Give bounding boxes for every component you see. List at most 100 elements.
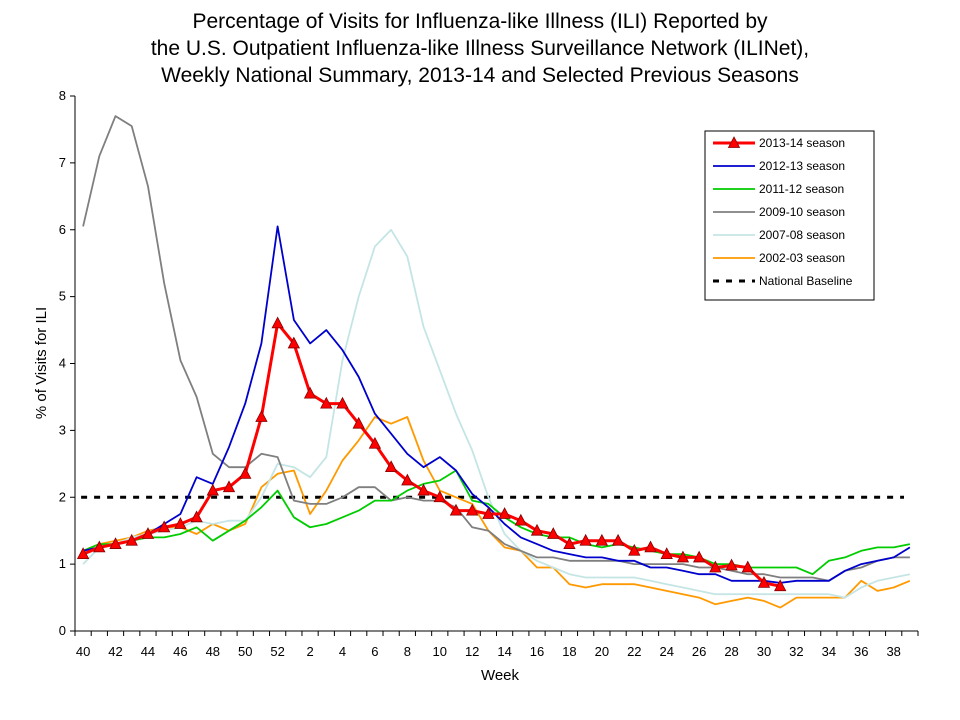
chart-title-line-3: Weekly National Summary, 2013-14 and Sel…: [161, 64, 799, 87]
series-point-2013-14-season: [563, 537, 576, 549]
series-point-2013-14-season: [433, 490, 446, 503]
series-point-2013-14-season: [514, 513, 527, 526]
x-tick-label: 52: [270, 644, 284, 659]
x-tick-label: 6: [371, 644, 378, 659]
series-point-2013-14-season: [466, 503, 479, 516]
x-tick-label: 16: [530, 644, 544, 659]
y-tick-label: 1: [59, 556, 66, 571]
x-tick-label: 40: [76, 644, 90, 659]
series-point-2013-14-season: [644, 540, 657, 553]
legend-label: 2013-14 season: [759, 136, 845, 150]
series-point-2013-14-season: [547, 527, 560, 539]
legend-label: 2011-12 season: [759, 182, 844, 196]
x-tick-label: 30: [757, 644, 771, 659]
series-point-2013-14-season: [125, 533, 138, 546]
x-axis-title: Week: [481, 667, 520, 684]
x-tick-label: 8: [404, 644, 411, 659]
series-point-2013-14-season: [141, 527, 155, 539]
series-point-2013-14-season: [76, 547, 90, 559]
legend-box: [704, 130, 875, 301]
series-point-2013-14-season: [676, 550, 690, 563]
x-tick-label: 10: [433, 644, 447, 659]
series-point-2013-14-season: [628, 543, 641, 556]
series-point-2013-14-season: [611, 533, 625, 546]
series-point-2013-14-season: [482, 507, 495, 519]
series-point-2013-14-season: [384, 460, 398, 473]
y-tick-label: 8: [59, 88, 66, 103]
series-point-2013-14-season: [255, 410, 268, 422]
legend-label: National Baseline: [759, 274, 853, 288]
series-layer: [76, 115, 911, 609]
chart-title-line-1: Percentage of Visits for Influenza-like …: [192, 10, 768, 33]
series-point-2013-14-season: [109, 537, 122, 549]
x-tick-label: 48: [206, 644, 220, 659]
chart-title-line-2: the U.S. Outpatient Influenza-like Illne…: [150, 37, 810, 60]
x-tick-label: 18: [562, 644, 576, 659]
x-tick-label: 32: [789, 644, 803, 659]
series-point-2013-14-season: [93, 540, 106, 553]
x-tick-label: 36: [854, 644, 868, 659]
x-tick-label: 46: [173, 644, 187, 659]
y-tick-label: 4: [59, 356, 66, 371]
series-point-2013-14-season: [336, 396, 349, 409]
series-line-2013-14-season: [82, 321, 781, 588]
legend-label: 2009-10 season: [759, 205, 845, 219]
legend-marker: [727, 136, 741, 148]
series-point-2013-14-season: [174, 517, 187, 529]
x-tick-label: 2: [306, 644, 313, 659]
chart-legend: 2013-14 season 2012-13 season 2011-12 seas…: [704, 130, 875, 301]
legend-label: 2007-08 season: [759, 228, 845, 242]
series-point-2013-14-season: [579, 533, 592, 546]
series-point-2013-14-season: [206, 483, 219, 496]
series-line-2009-10-season: [82, 115, 910, 582]
series-point-2013-14-season: [725, 558, 738, 571]
x-tick-label: 24: [659, 644, 673, 659]
series-point-2013-14-season: [239, 466, 252, 479]
y-tick-label: 0: [59, 623, 66, 638]
series-point-2013-14-season: [660, 547, 673, 559]
series-point-2013-14-season: [774, 579, 787, 592]
x-tick-label: 50: [238, 644, 252, 659]
series-point-2013-14-season: [190, 510, 203, 523]
series-point-2013-14-season: [287, 336, 301, 349]
series-point-2013-14-season: [417, 483, 430, 496]
x-tick-label: 4: [339, 644, 346, 659]
series-point-2013-14-season: [401, 473, 414, 486]
y-axis: 0 1 2 3 4 5 6 7 8: [59, 88, 75, 638]
x-axis: 40 42 44 46 48 50 52 2 4 6 8 10 12 14 16 18 20 22 24 26 28 30…: [74, 631, 919, 659]
y-tick-label: 6: [59, 222, 66, 237]
x-tick-label: 42: [108, 644, 122, 659]
x-tick-label: 22: [627, 644, 641, 659]
series-point-2013-14-season: [352, 416, 365, 429]
x-tick-label: 44: [141, 644, 155, 659]
legend-label: 2012-13 season: [759, 159, 845, 173]
series-point-2013-14-season: [595, 533, 609, 546]
x-tick-label: 20: [595, 644, 609, 659]
y-axis-title: % of Visits for ILI: [33, 307, 50, 419]
y-tick-label: 2: [59, 489, 66, 504]
x-tick-label: 12: [465, 644, 479, 659]
series-point-2013-14-season: [449, 503, 463, 516]
x-tick-label: 26: [692, 644, 706, 659]
series-point-2013-14-season: [303, 386, 317, 399]
x-tick-label: 34: [822, 644, 836, 659]
y-tick-label: 3: [59, 422, 66, 437]
series-point-2013-14-season: [692, 550, 706, 563]
y-tick-label: 7: [59, 155, 66, 170]
series-point-2013-14-season: [709, 560, 722, 573]
series-point-2013-14-season: [530, 523, 544, 536]
series-point-2013-14-season: [222, 480, 236, 493]
series-line-2012-13-season: [82, 225, 911, 584]
series-point-2013-14-season: [498, 507, 511, 519]
series-point-2013-14-season: [368, 436, 382, 449]
series-point-2013-14-season: [741, 560, 754, 573]
y-tick-label: 5: [59, 289, 66, 304]
series-line-2002-03-season: [82, 416, 911, 609]
series-point-2013-14-season: [757, 575, 771, 588]
series-point-2013-14-season: [320, 396, 333, 409]
series-line-2011-12-season: [82, 469, 911, 576]
x-tick-label: 28: [724, 644, 738, 659]
legend-label: 2002-03 season: [759, 251, 845, 265]
